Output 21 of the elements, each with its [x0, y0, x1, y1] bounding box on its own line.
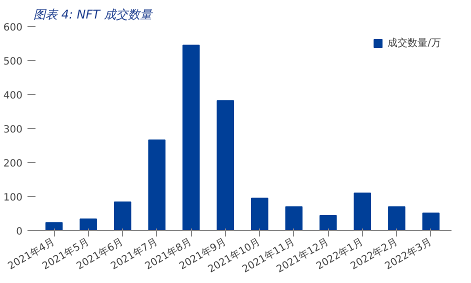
bar: [148, 140, 166, 230]
y-tick-label: 300: [3, 124, 23, 136]
bar: [422, 212, 440, 230]
bar: [80, 218, 97, 230]
y-tick-label: 600: [3, 22, 23, 34]
bar: [388, 206, 406, 230]
y-tick-label: 500: [3, 56, 23, 68]
bar: [285, 206, 303, 230]
bar: [182, 44, 200, 230]
bar: [354, 192, 372, 230]
y-tick-label: 0: [16, 226, 23, 238]
bar: [114, 201, 132, 230]
bar: [250, 198, 268, 230]
y-tick-label: 100: [3, 192, 23, 204]
bar: [216, 100, 234, 230]
y-tick-label: 200: [3, 158, 23, 170]
bar: [45, 222, 63, 230]
bar: [320, 215, 337, 230]
legend-label: 成交数量/万: [388, 36, 441, 50]
y-tick-label: 400: [3, 90, 23, 102]
chart-title: 图表 4: NFT 成交数量: [34, 8, 153, 22]
